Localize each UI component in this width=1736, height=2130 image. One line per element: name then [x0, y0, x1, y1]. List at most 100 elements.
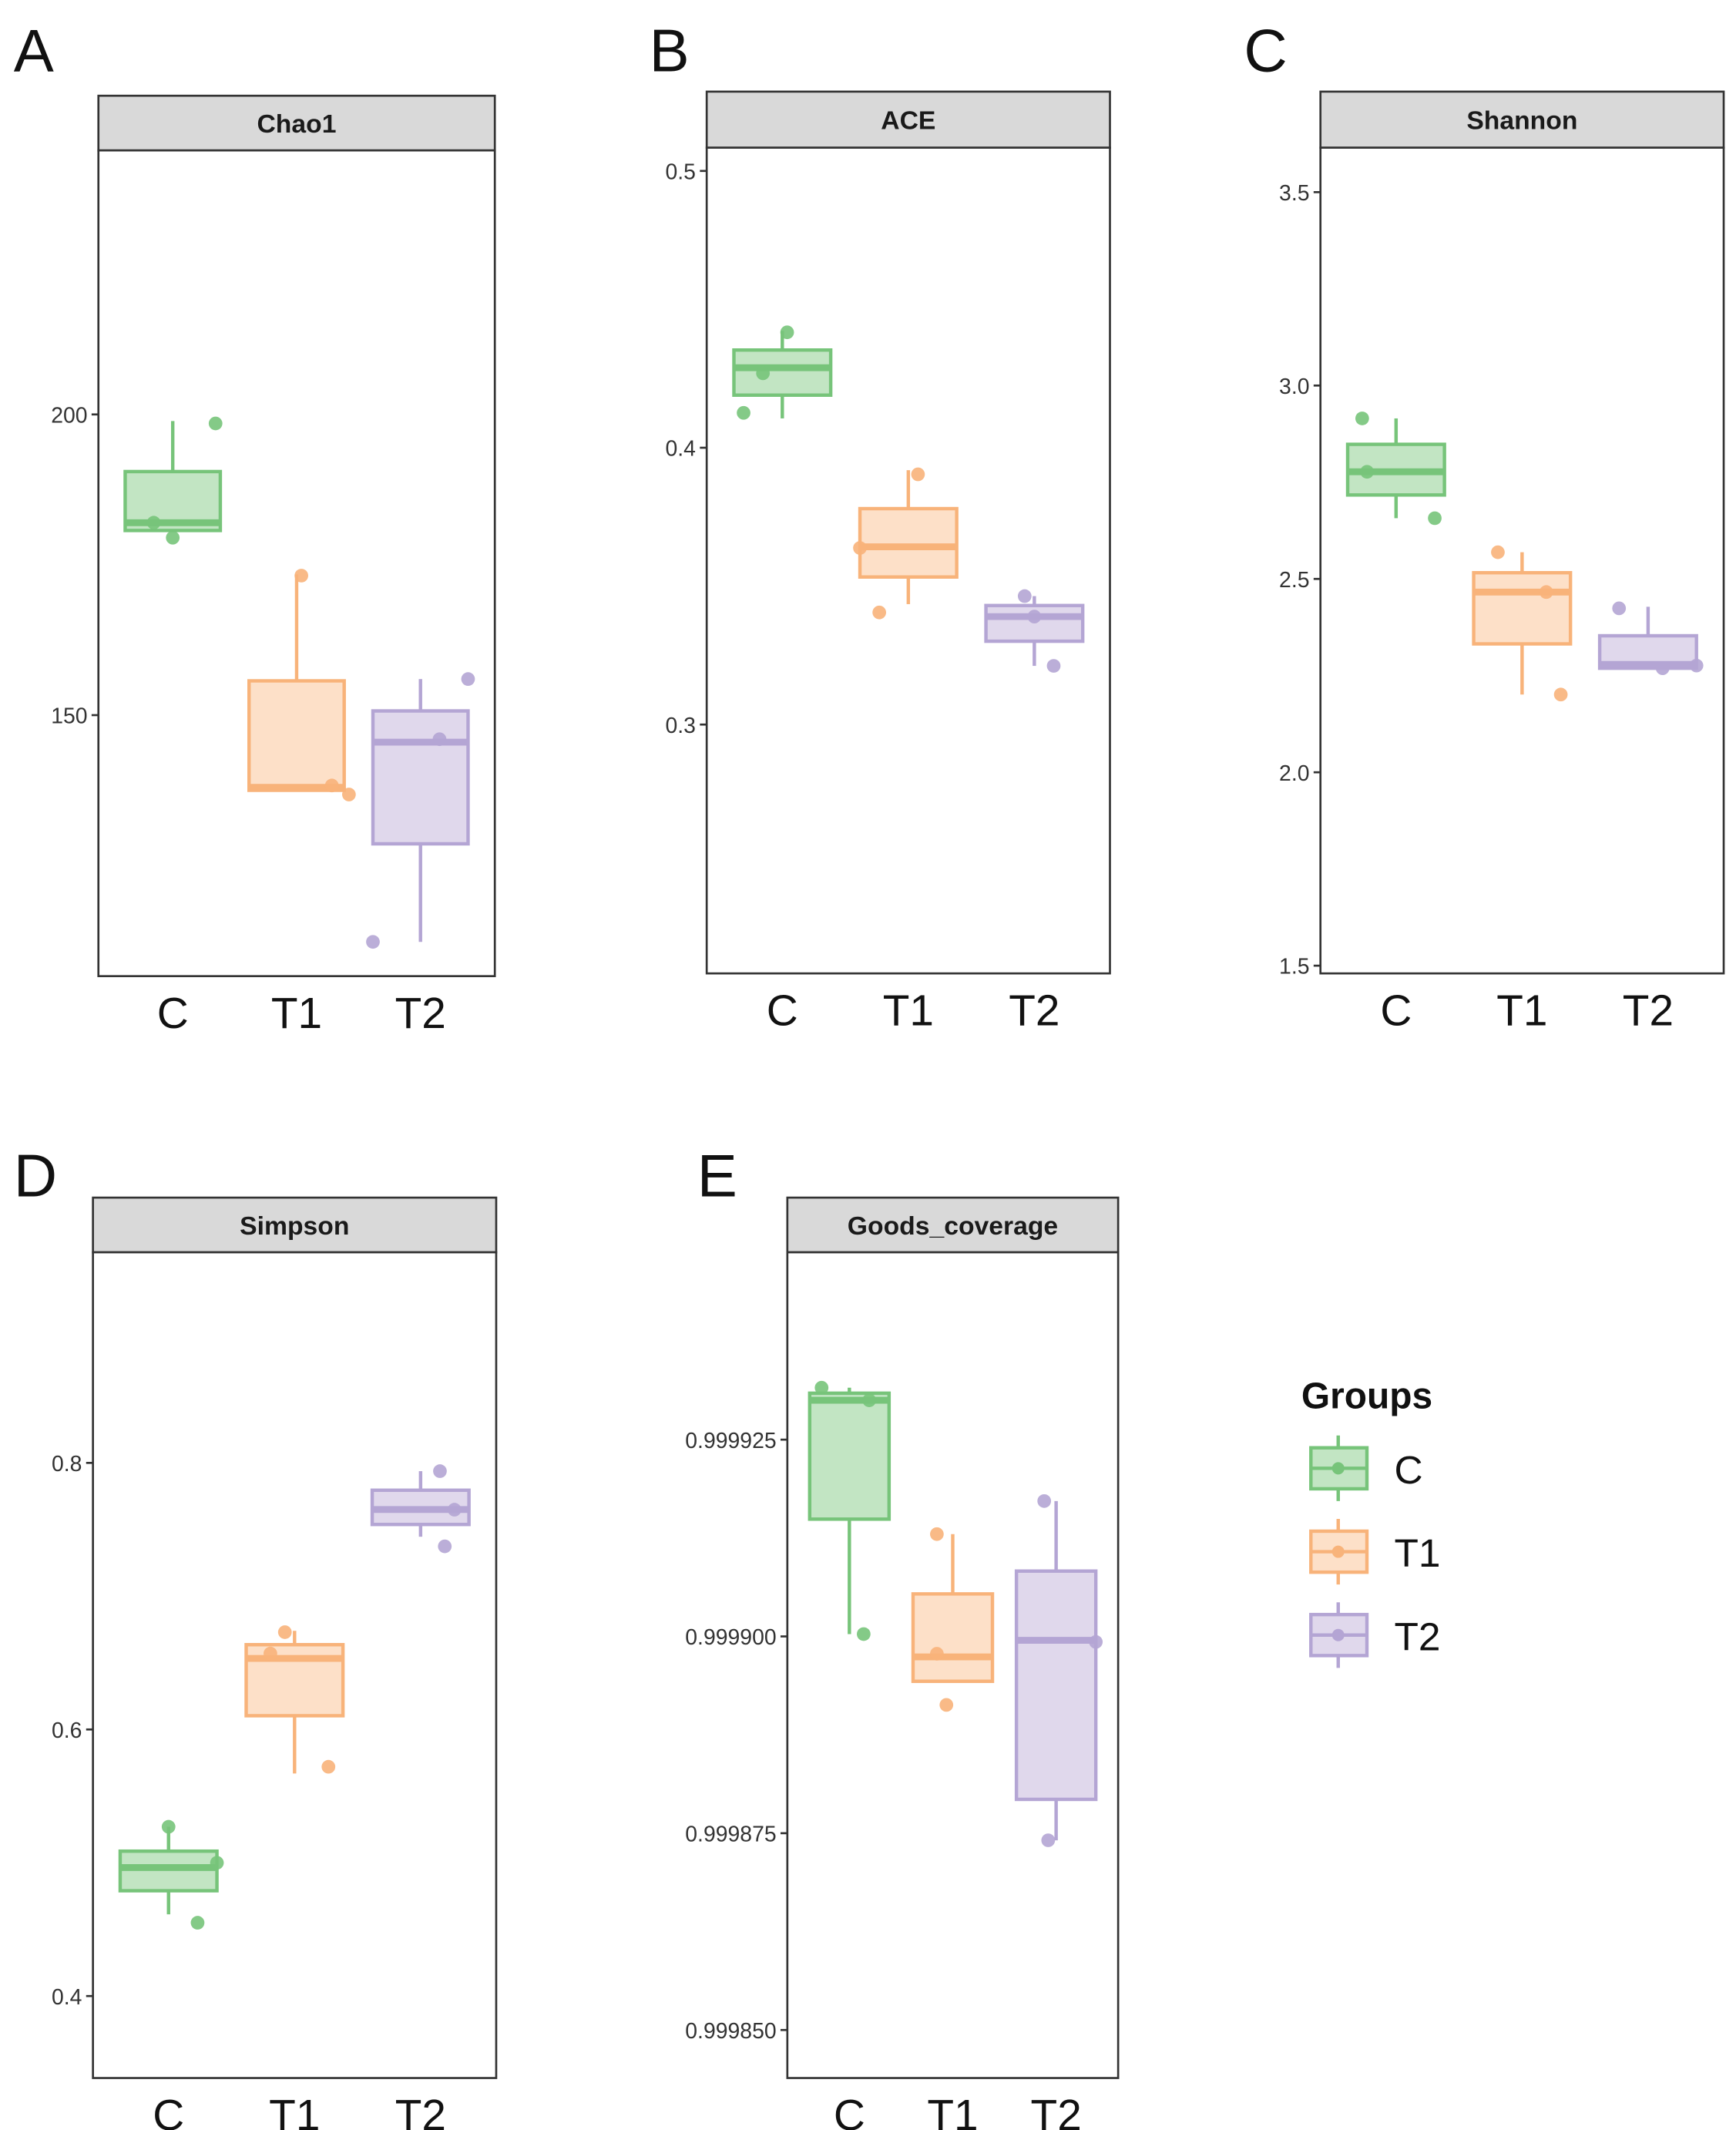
box-c: [1345, 412, 1446, 526]
x-tick-label: T2: [1623, 987, 1674, 1036]
facet-strip: [786, 1196, 1120, 1254]
x-tick-label: T1: [271, 989, 322, 1038]
y-tick-label: 200: [51, 403, 87, 428]
data-point: [1655, 661, 1670, 676]
panel-letter: A: [14, 16, 54, 84]
y-tick-label: 0.8: [52, 1452, 82, 1477]
panel-letter: C: [1244, 16, 1287, 84]
panel-letter: E: [697, 1141, 737, 1209]
data-point: [1041, 1833, 1056, 1847]
iqr-box: [247, 679, 346, 792]
data-point: [438, 1539, 452, 1554]
box-t2: [1014, 1493, 1103, 1847]
box-t1: [911, 1527, 995, 1712]
data-point: [294, 569, 309, 583]
legend-item-c: C: [1309, 1435, 1423, 1501]
x-tick-label: T2: [1009, 987, 1059, 1036]
data-point: [1428, 511, 1442, 526]
box-t1: [853, 467, 959, 620]
box-t2: [366, 672, 475, 949]
data-point: [872, 605, 887, 620]
facet-title: Simpson: [240, 1211, 349, 1241]
x-tick-label: C: [834, 2091, 865, 2130]
data-point: [461, 672, 475, 687]
data-point: [190, 1916, 205, 1930]
panel-letter: D: [14, 1141, 57, 1209]
data-point: [1539, 585, 1553, 600]
x-tick-label: C: [153, 2091, 184, 2130]
data-point: [1027, 610, 1042, 623]
facet-title: ACE: [881, 106, 935, 136]
box-c: [123, 416, 223, 545]
data-point: [1089, 1634, 1103, 1649]
x-tick-label: C: [1380, 987, 1412, 1036]
box-t1: [247, 569, 356, 801]
y-tick-label: 0.999925: [685, 1429, 776, 1453]
data-point: [342, 788, 356, 801]
panel-e: E Goods_coverage 0.999850 0.999875 0.999900 0…: [685, 1141, 1120, 2130]
data-point: [756, 366, 771, 381]
legend-key-point: [1331, 1545, 1345, 1558]
data-point: [277, 1625, 292, 1639]
y-tick-label: 1.5: [1279, 955, 1309, 979]
facet-strip: [1319, 90, 1725, 149]
facet-strip: [92, 1196, 498, 1254]
x-tick-label: T2: [1031, 2091, 1082, 2130]
data-point: [911, 467, 925, 482]
data-point: [433, 1464, 447, 1478]
iqr-box: [1014, 1569, 1098, 1802]
data-point: [853, 541, 867, 555]
data-point: [857, 1627, 871, 1641]
panel-c: C Shannon 1.5 2.0 2.5 3.0 3.5 C T1 T2: [1244, 16, 1725, 1036]
box-t2: [1597, 601, 1704, 676]
legend-item-t1: T1: [1309, 1518, 1441, 1585]
legend-key-point: [1331, 1628, 1345, 1641]
data-point: [324, 778, 339, 793]
facet-strip: [97, 94, 496, 152]
box-t2: [984, 589, 1085, 673]
box-t2: [370, 1464, 471, 1554]
data-point: [814, 1380, 829, 1395]
y-tick-label: 0.999875: [685, 1823, 776, 1847]
box-c: [732, 325, 833, 420]
data-point: [1355, 412, 1369, 425]
data-point: [432, 732, 447, 747]
facet-title: Shannon: [1466, 106, 1577, 136]
panel-b: B ACE 0.3 0.4 0.5 C T1 T2: [650, 16, 1111, 1036]
data-point: [161, 1819, 176, 1834]
data-point: [447, 1503, 462, 1517]
y-tick-label: 3.0: [1279, 375, 1309, 399]
data-point: [1037, 1493, 1052, 1508]
iqr-box: [808, 1391, 892, 1521]
legend-item-t2: T2: [1309, 1602, 1441, 1668]
x-tick-label: T1: [1496, 987, 1547, 1036]
facet-title: Goods_coverage: [848, 1211, 1058, 1241]
data-point: [1553, 687, 1568, 702]
x-tick-label: T2: [395, 2091, 446, 2130]
y-tick-label: 0.999900: [685, 1625, 776, 1650]
x-tick-label: T1: [927, 2091, 978, 2130]
y-tick-label: 0.5: [666, 160, 696, 184]
y-tick-label: 0.999850: [685, 2019, 776, 2044]
data-point: [264, 1646, 277, 1661]
y-tick-label: 2.0: [1279, 761, 1309, 786]
data-point: [1017, 589, 1032, 603]
iqr-box: [732, 348, 833, 397]
y-tick-label: 0.3: [666, 714, 696, 738]
data-point: [1689, 658, 1704, 673]
box-c: [118, 1819, 224, 1930]
data-point: [930, 1527, 944, 1541]
data-point: [939, 1698, 954, 1712]
box-c: [808, 1380, 892, 1641]
iqr-box: [371, 709, 470, 846]
panel-a: A Chao1 150 200 C T1 T2: [14, 16, 496, 1038]
data-point: [862, 1393, 876, 1407]
legend-key-point: [1331, 1462, 1345, 1475]
facet-title: Chao1: [257, 109, 336, 139]
data-point: [210, 1856, 224, 1870]
data-point: [737, 405, 750, 420]
legend-title: Groups: [1301, 1376, 1432, 1416]
iqr-box: [858, 506, 959, 579]
legend-label: C: [1394, 1447, 1422, 1492]
